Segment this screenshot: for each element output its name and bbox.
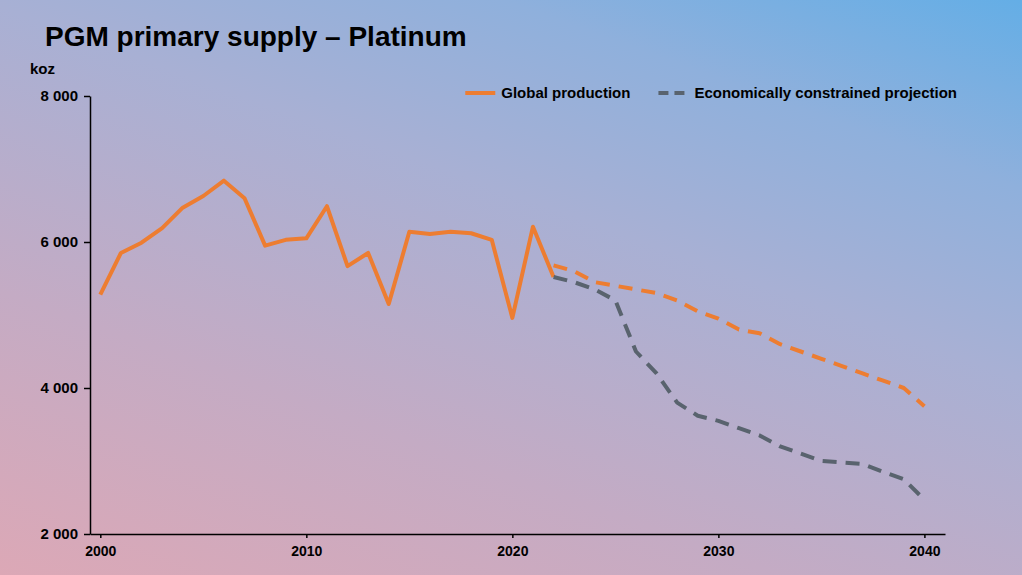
x-tick: 2040 [909,534,940,559]
y-tick: 4 000 [40,379,90,396]
series-line [554,265,925,406]
y-tick-mark [84,388,90,390]
x-tick-label: 2040 [909,543,940,559]
y-tick: 2 000 [40,525,90,542]
y-tick-mark [84,96,90,98]
y-axis-label: koz [30,60,55,77]
x-tick-label: 2020 [497,543,528,559]
y-tick-mark [84,242,90,244]
series-line [100,181,553,318]
legend-label: Global production [501,84,630,101]
legend-swatch [658,91,688,95]
legend-item: Global production [465,84,630,101]
y-tick-label: 4 000 [40,379,78,396]
y-tick-mark [84,534,90,536]
series-line [554,277,925,500]
x-tick-label: 2010 [291,543,322,559]
x-tick-label: 2000 [85,543,116,559]
x-tick-mark [718,534,720,538]
x-tick-mark [100,534,102,538]
title: PGM primary supply – Platinum [45,21,467,52]
legend-swatch [465,91,495,95]
x-tick: 2020 [497,534,528,559]
x-tick-label: 2030 [703,543,734,559]
x-tick: 2030 [703,534,734,559]
legend: Global production Economically constraine… [465,84,957,101]
x-tick: 2000 [85,534,116,559]
y-tick-label: 8 000 [40,87,78,104]
x-axis-line [91,534,946,536]
x-tick-mark [306,534,308,538]
legend-item: Economically constrained projection [658,84,957,101]
x-tick: 2010 [291,534,322,559]
x-tick-mark [512,534,514,538]
x-axis: 2000 2010 2020 2030 2040 [85,534,945,559]
plot-area [100,181,924,500]
chart: PGM primary supply – Platinum koz 2 000 4 0… [0,0,1022,575]
y-axis-line [90,97,92,535]
y-tick-label: 6 000 [40,233,78,250]
y-axis: 2 000 4 000 6 000 8 000 [40,87,90,542]
x-tick-mark [924,534,926,538]
legend-label: Economically constrained projection [694,84,957,101]
y-tick-label: 2 000 [40,525,78,542]
y-tick: 8 000 [40,87,90,104]
y-tick: 6 000 [40,233,90,250]
